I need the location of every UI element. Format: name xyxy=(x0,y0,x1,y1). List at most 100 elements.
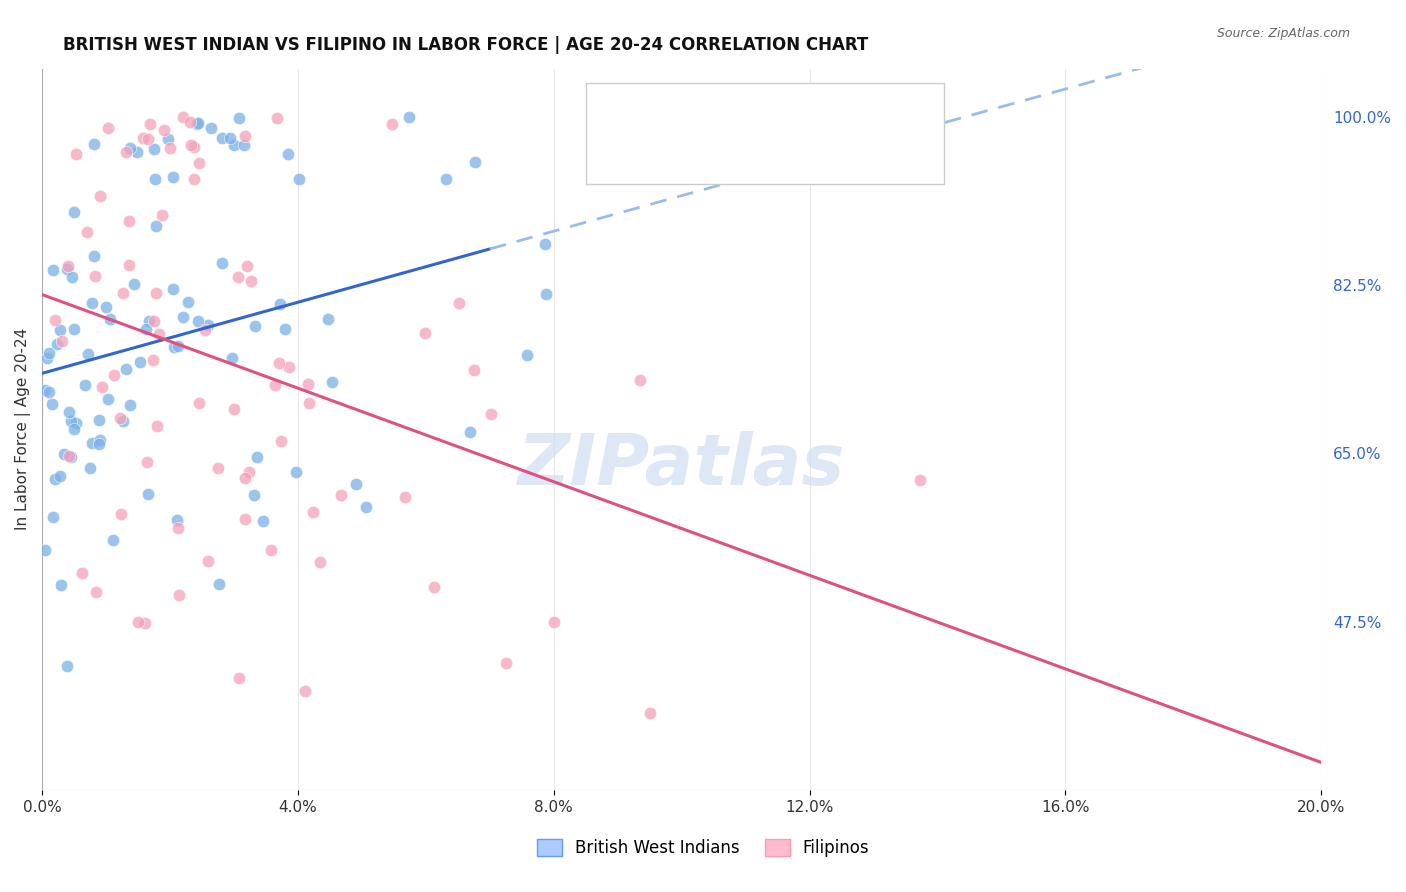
Filipinos xyxy=(138,132,160,146)
British West Indians xyxy=(55,659,77,673)
Filipinos xyxy=(260,543,283,558)
British West Indians xyxy=(89,433,111,447)
Filipinos xyxy=(159,141,181,155)
British West Indians xyxy=(221,351,243,365)
Filipinos xyxy=(131,131,153,145)
British West Indians xyxy=(44,472,66,486)
British West Indians xyxy=(62,421,84,435)
British West Indians xyxy=(42,263,65,277)
Filipinos xyxy=(84,585,107,599)
British West Indians xyxy=(142,142,165,156)
Filipinos xyxy=(308,555,330,569)
Filipinos xyxy=(298,396,321,410)
British West Indians xyxy=(83,249,105,263)
Filipinos xyxy=(197,554,219,568)
Filipinos xyxy=(150,208,173,222)
British West Indians xyxy=(344,476,367,491)
British West Indians xyxy=(172,310,194,324)
British West Indians xyxy=(58,405,80,419)
British West Indians xyxy=(232,138,254,153)
British West Indians xyxy=(398,110,420,124)
British West Indians xyxy=(211,256,233,270)
British West Indians xyxy=(186,118,208,132)
Filipinos xyxy=(238,465,260,479)
British West Indians xyxy=(49,578,72,592)
British West Indians xyxy=(122,277,145,291)
British West Indians xyxy=(41,397,63,411)
Filipinos xyxy=(44,313,66,327)
British West Indians xyxy=(177,294,200,309)
Filipinos xyxy=(297,377,319,392)
British West Indians xyxy=(42,509,65,524)
Filipinos xyxy=(136,455,159,469)
Filipinos xyxy=(188,156,211,170)
British West Indians xyxy=(112,414,135,428)
Filipinos xyxy=(118,259,141,273)
Filipinos xyxy=(145,285,167,300)
British West Indians xyxy=(38,346,60,360)
British West Indians xyxy=(60,269,83,284)
British West Indians xyxy=(114,361,136,376)
Filipinos xyxy=(134,616,156,631)
British West Indians xyxy=(277,147,299,161)
Filipinos xyxy=(180,137,202,152)
Filipinos xyxy=(51,334,73,348)
British West Indians xyxy=(458,425,481,439)
British West Indians xyxy=(274,322,297,336)
British West Indians xyxy=(59,450,82,464)
Filipinos xyxy=(381,117,404,131)
Filipinos xyxy=(267,356,290,370)
Filipinos xyxy=(118,214,141,228)
British West Indians xyxy=(38,384,60,399)
British West Indians xyxy=(211,131,233,145)
British West Indians xyxy=(516,348,538,362)
Filipinos xyxy=(233,471,256,485)
British West Indians xyxy=(49,323,72,337)
British West Indians xyxy=(145,219,167,234)
Filipinos xyxy=(97,120,120,135)
Filipinos xyxy=(76,225,98,239)
Filipinos xyxy=(266,111,288,125)
British West Indians xyxy=(167,339,190,353)
British West Indians xyxy=(60,414,83,428)
Filipinos xyxy=(233,512,256,526)
British West Indians xyxy=(45,337,67,351)
Filipinos xyxy=(270,434,292,449)
British West Indians xyxy=(187,314,209,328)
British West Indians xyxy=(118,398,141,412)
Filipinos xyxy=(394,490,416,504)
British West Indians xyxy=(166,513,188,527)
British West Indians xyxy=(129,355,152,369)
Filipinos xyxy=(207,461,229,475)
Filipinos xyxy=(167,521,190,535)
British West Indians xyxy=(243,319,266,334)
British West Indians xyxy=(243,488,266,502)
Filipinos xyxy=(908,473,931,487)
British West Indians xyxy=(125,145,148,159)
British West Indians xyxy=(55,261,77,276)
Text: BRITISH WEST INDIAN VS FILIPINO IN LABOR FORCE | AGE 20-24 CORRELATION CHART: BRITISH WEST INDIAN VS FILIPINO IN LABOR… xyxy=(63,36,869,54)
Filipinos xyxy=(294,684,316,698)
Filipinos xyxy=(423,580,446,594)
Filipinos xyxy=(167,588,190,602)
British West Indians xyxy=(83,137,105,152)
Filipinos xyxy=(84,269,107,284)
Filipinos xyxy=(179,115,201,129)
British West Indians xyxy=(316,312,339,326)
Filipinos xyxy=(463,363,485,377)
Filipinos xyxy=(222,402,245,417)
British West Indians xyxy=(138,314,160,328)
British West Indians xyxy=(434,172,457,186)
Filipinos xyxy=(58,449,80,463)
Filipinos xyxy=(263,378,285,392)
British West Indians xyxy=(200,121,222,136)
British West Indians xyxy=(37,351,59,365)
British West Indians xyxy=(464,154,486,169)
British West Indians xyxy=(187,116,209,130)
British West Indians xyxy=(101,533,124,547)
British West Indians xyxy=(208,577,231,591)
Filipinos xyxy=(330,488,353,502)
Filipinos xyxy=(233,128,256,143)
Filipinos xyxy=(127,615,149,629)
Text: ZIPatlas: ZIPatlas xyxy=(517,431,845,500)
